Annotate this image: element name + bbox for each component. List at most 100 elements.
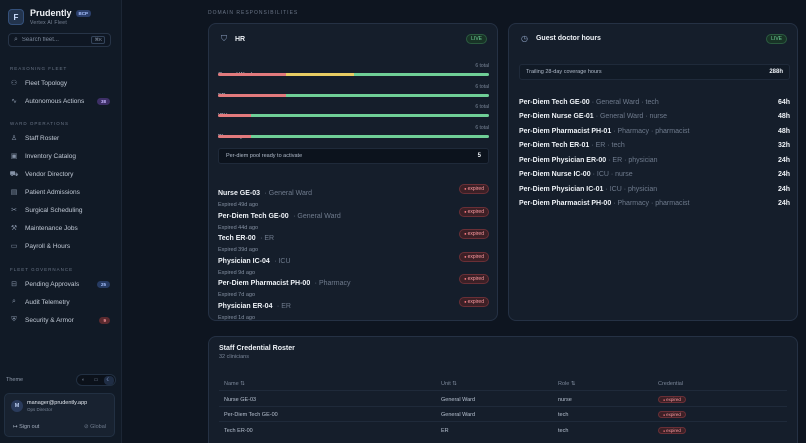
cell-unit: ER — [441, 428, 449, 434]
unit-total: 6 total — [475, 63, 489, 69]
doctor-hours: 32h — [777, 141, 790, 149]
bar-segment-red — [218, 94, 286, 97]
staff-name: Nurse GE-03 — [218, 190, 261, 197]
guest-row[interactable]: Per-Diem Nurse GE-01 · General Ward · nu… — [519, 110, 790, 122]
doctor-hours: 48h — [777, 127, 790, 135]
card-title: Guest doctor hours — [535, 35, 601, 42]
theme-dark-icon[interactable]: ☾ — [103, 375, 114, 385]
activity-icon: ∿ — [11, 98, 17, 105]
column-header-name[interactable]: Name ⇅ — [224, 381, 245, 387]
guest-row[interactable]: Per-Diem Physician IC-01 · ICU · physici… — [519, 183, 790, 195]
expired-item[interactable]: Per-Diem Pharmacist PH-00 · Pharmacy Exp… — [218, 272, 489, 298]
guest-row[interactable]: Per-Diem Pharmacist PH-01 · Pharmacy · p… — [519, 125, 790, 137]
sidebar-item-surgical-scheduling[interactable]: ✂ Surgical Scheduling — [4, 202, 116, 218]
expired-item[interactable]: Per-Diem Tech GE-00 · General Ward Expir… — [218, 205, 489, 231]
expired-badge: expired — [459, 297, 489, 307]
sidebar-item-label: Patient Admissions — [25, 188, 80, 196]
theme-light-icon[interactable]: ▭ — [93, 376, 99, 383]
cell-name[interactable]: Per-Diem Tech GE-00 — [224, 412, 278, 418]
per-diem-pool[interactable]: Per-diem pool ready to activate 5 — [218, 148, 489, 164]
cell-role: tech — [558, 412, 569, 418]
expired-badge: expired — [459, 229, 489, 239]
clock-icon: ◷ — [521, 34, 528, 43]
sidebar-item-security-armor[interactable]: ⛨ Security & Armor 9 — [4, 312, 116, 328]
guest-row[interactable]: Per-Diem Pharmacist PH-00 · Pharmacy · p… — [519, 197, 790, 209]
guest-row[interactable]: Per-Diem Tech GE-00 · General Ward · tec… — [519, 96, 790, 108]
bar-segment-green — [353, 73, 489, 76]
expired-item[interactable]: Nurse GE-03 · General Ward Expired 49d a… — [218, 182, 489, 208]
expired-age: Expired 1d ago — [218, 315, 255, 321]
expired-item[interactable]: Physician ER-04 · ER Expired 1d ago expi… — [218, 295, 489, 321]
guest-row[interactable]: Per-Diem Tech ER-01 · ER · tech 32h — [519, 139, 790, 151]
coverage-summary: Trailing 28-day coverage hours 288h — [519, 64, 790, 80]
scope-selector[interactable]: ⊘ Global — [84, 424, 106, 430]
staff-unit: Pharmacy — [318, 280, 351, 287]
doctor-meta: · ER · tech — [591, 141, 625, 149]
search-icon: ⌕ — [14, 36, 18, 43]
staff-unit: General Ward — [297, 213, 341, 220]
count-badge: 25 — [96, 280, 110, 288]
doctor-name: Per-Diem Tech GE-00 — [519, 98, 590, 106]
expired-age: Expired 7d ago — [218, 292, 255, 298]
sidebar-item-pending-approvals[interactable]: ⊟ Pending Approvals 25 — [4, 276, 116, 292]
brand[interactable]: F Prudently BCP Vertex AI Fleet — [8, 8, 92, 26]
sidebar-item-patient-admissions[interactable]: ▤ Patient Admissions — [4, 184, 116, 200]
staff-unit: ER — [264, 235, 275, 242]
column-header-unit[interactable]: Unit ⇅ — [441, 381, 457, 387]
card-title: HR — [235, 35, 246, 43]
sidebar-item-label: Inventory Catalog — [25, 152, 76, 160]
expired-age: Expired 39d ago — [218, 247, 259, 253]
doctor-meta: · General Ward · nurse — [595, 112, 668, 120]
sidebar-item-vendor-directory[interactable]: ⛟ Vendor Directory — [4, 166, 116, 182]
expired-item[interactable]: Physician IC-04 · ICU Expired 9d ago exp… — [218, 250, 489, 276]
bar-segment-yellow — [285, 73, 354, 76]
sidebar-item-label: Staff Roster — [25, 134, 60, 142]
sidebar-item-maintenance-jobs[interactable]: ⚒ Maintenance Jobs — [4, 220, 116, 236]
expired-badge: expired — [459, 274, 489, 284]
cell-unit: General Ward — [441, 397, 476, 403]
audit-icon: ⌕ — [12, 298, 16, 305]
sidebar-item-label: Vendor Directory — [25, 170, 74, 178]
guest-row[interactable]: Per-Diem Physician ER-00 · ER · physicia… — [519, 154, 790, 166]
sidebar-item-inventory-catalog[interactable]: ▣ Inventory Catalog — [4, 148, 116, 164]
theme-toggle[interactable]: ◐ ▭ ☾ — [76, 374, 116, 386]
doctor-hours: 24h — [777, 185, 790, 193]
doctor-meta: · Pharmacy · pharmacist — [613, 127, 690, 135]
sidebar-item-label: Pending Approvals — [25, 280, 80, 288]
doctor-name: Per-Diem Nurse GE-01 — [519, 112, 594, 120]
clipboard-icon: ▤ — [10, 189, 18, 196]
cell-name[interactable]: Nurse GE-03 — [224, 397, 257, 403]
globe-icon: ⊘ — [83, 424, 89, 430]
doctor-meta: · ICU · physician — [605, 185, 658, 193]
search-box[interactable]: ⌕ ⌘K — [8, 33, 111, 47]
expired-badge: expired — [459, 252, 489, 262]
unit-row-icu: ICU 6 total — [218, 104, 489, 122]
doctor-name: Per-Diem Nurse IC-00 — [519, 170, 591, 178]
sign-out-button[interactable]: ↦ Sign out — [13, 424, 39, 430]
column-header-role[interactable]: Role ⇅ — [558, 381, 576, 387]
sidebar-item-audit-telemetry[interactable]: ⌕ Audit Telemetry — [4, 294, 116, 310]
sidebar-item-autonomous-actions[interactable]: ∿ Autonomous Actions 38 — [4, 93, 116, 109]
doctor-name: Per-Diem Pharmacist PH-01 — [519, 127, 612, 135]
doctor-name: Per-Diem Pharmacist PH-00 — [519, 199, 612, 207]
cell-name[interactable]: Tech ER-00 — [224, 428, 253, 434]
coverage-value: 288h — [769, 69, 783, 75]
sidebar-item-staff-roster[interactable]: ♙ Staff Roster — [4, 130, 116, 146]
coverage-bar — [218, 135, 489, 138]
theme-system-icon[interactable]: ◐ — [81, 376, 85, 383]
env-badge: BCP — [75, 9, 92, 17]
doctor-hours: 64h — [777, 98, 790, 106]
expired-item[interactable]: Tech ER-00 · ER Expired 39d ago expired — [218, 227, 489, 253]
sign-out-label: Sign out — [19, 424, 40, 430]
sidebar-item-fleet-topology[interactable]: ⚇ Fleet Topology — [4, 75, 116, 91]
wallet-icon: ▭ — [10, 243, 18, 250]
staff-name: Tech ER-00 — [218, 235, 256, 242]
topology-icon: ⚇ — [10, 80, 18, 87]
doctor-hours: 48h — [777, 112, 790, 120]
guest-row[interactable]: Per-Diem Nurse IC-00 · ICU · nurse 24h — [519, 168, 790, 180]
bar-segment-red — [218, 73, 286, 76]
sidebar-item-payroll-hours[interactable]: ▭ Payroll & Hours — [4, 238, 116, 254]
staff-unit: ICU — [278, 258, 291, 265]
avatar[interactable]: M — [11, 400, 23, 412]
search-input[interactable] — [21, 37, 80, 43]
